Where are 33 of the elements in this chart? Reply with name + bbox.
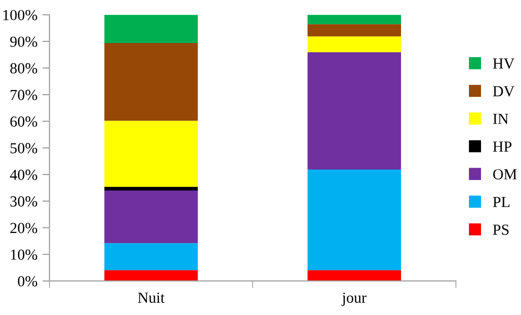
bar (104, 270, 198, 281)
legend-label: HP (492, 142, 512, 152)
y-tick-label: 70% (10, 90, 38, 100)
bar (308, 36, 402, 52)
bar (104, 186, 198, 190)
legend-label: IN (493, 114, 508, 124)
bar (104, 243, 198, 270)
legend-label: OM (493, 169, 517, 180)
bar (308, 52, 402, 170)
bar (308, 270, 402, 281)
y-tick-label: 80% (10, 63, 38, 74)
x-tick-label: jour (342, 292, 366, 306)
y-tick-label: 30% (10, 196, 38, 207)
bar (104, 43, 198, 121)
bar (104, 190, 198, 244)
legend-label: DV (492, 86, 514, 96)
y-tick-label: 0% (18, 276, 38, 286)
legend-label: HV (492, 58, 514, 69)
bar (104, 14, 198, 44)
bar (104, 120, 198, 187)
y-tick-label: 20% (10, 222, 38, 234)
x-tick-label: Nuit (138, 292, 165, 303)
legend-label: PL (492, 197, 510, 208)
y-tick-label: 60% (10, 116, 38, 127)
y-tick-label: 40% (10, 170, 38, 180)
y-tick-label: 100% (3, 10, 38, 20)
y-tick-label: 90% (10, 36, 38, 47)
bar (308, 24, 402, 36)
y-tick-label: 50% (10, 143, 38, 154)
y-tick-label: 10% (11, 250, 38, 260)
bar (308, 169, 402, 270)
bar (308, 14, 402, 24)
legend-label: PS (492, 224, 509, 235)
